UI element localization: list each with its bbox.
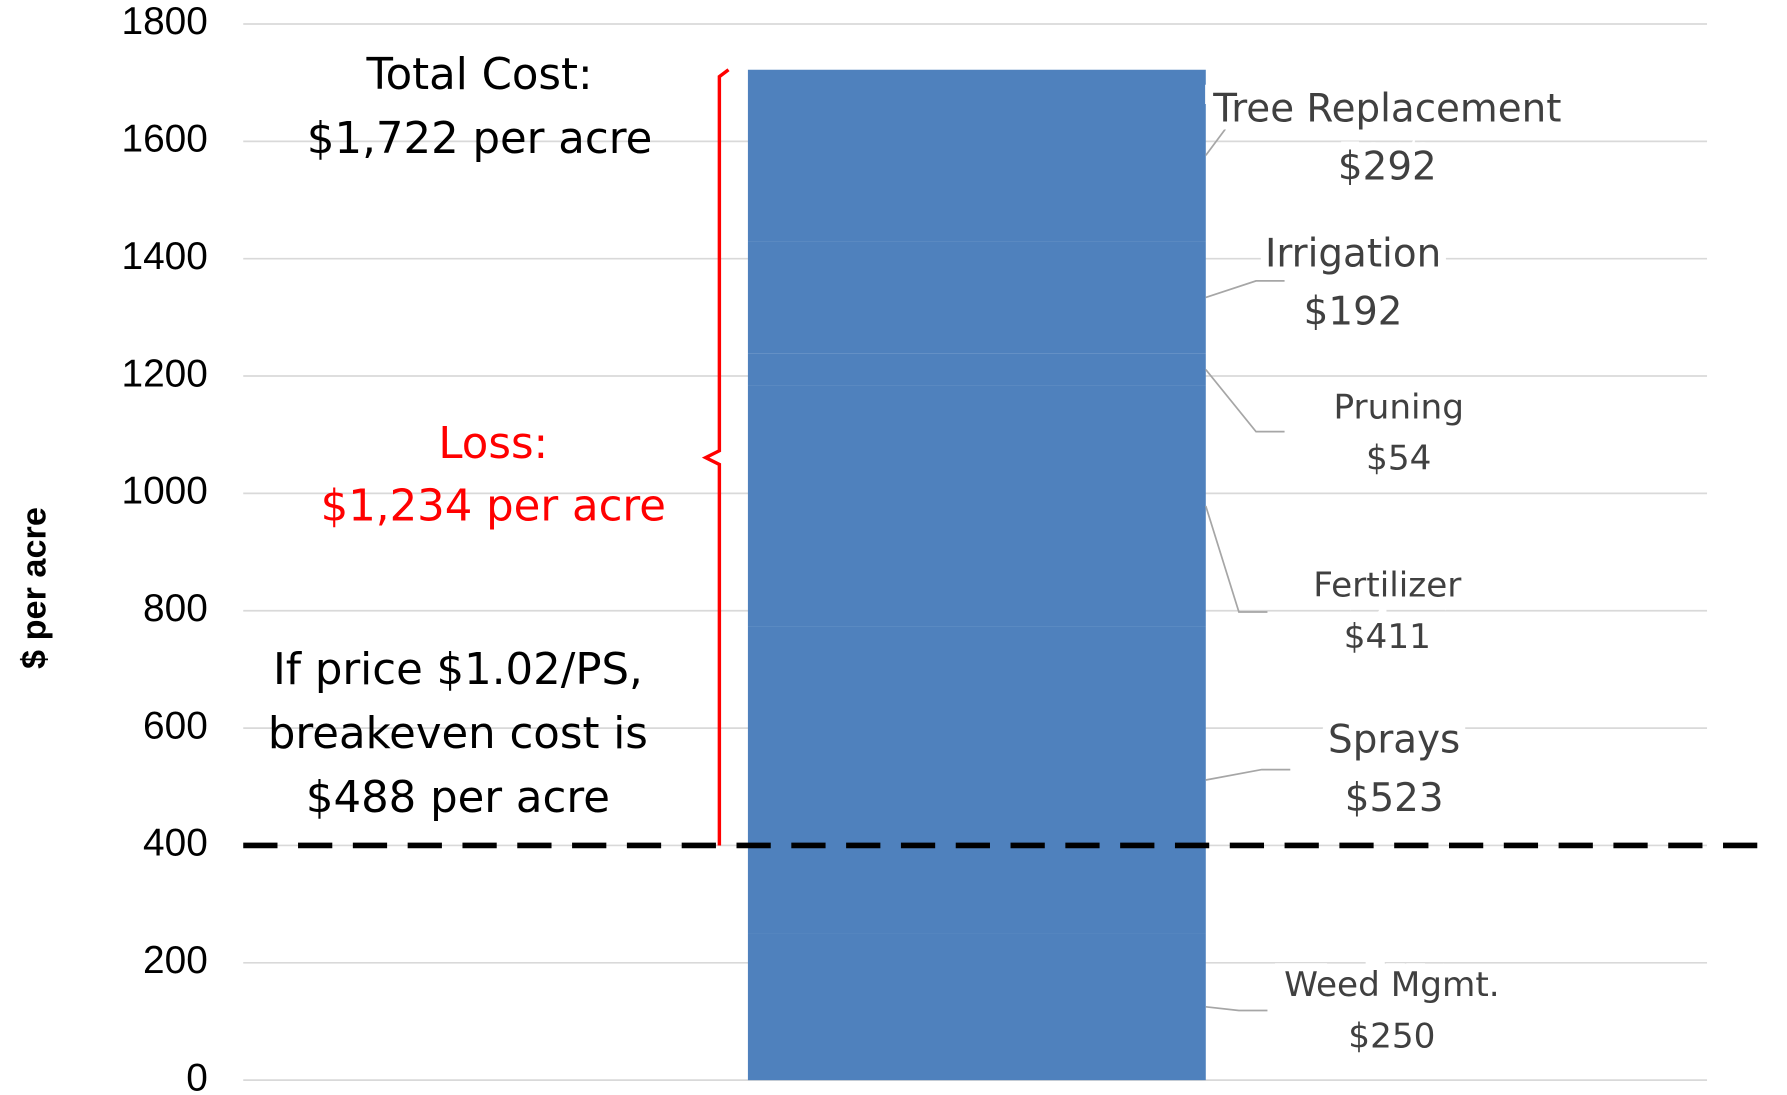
leader-line — [1205, 109, 1268, 156]
data-label-name: Pruning — [1333, 387, 1464, 427]
y-tick-label: 0 — [186, 1056, 208, 1095]
bar-segment — [747, 626, 1206, 934]
leader-line — [1204, 505, 1268, 613]
loss-bracket — [701, 68, 730, 846]
annotation: $488 per acre — [306, 773, 610, 823]
data-label-value: $192 — [1304, 289, 1403, 334]
data-label-name: Tree Replacement — [1212, 86, 1561, 131]
y-tick-label: 1000 — [121, 470, 207, 513]
annotation: $1,722 per acre — [307, 114, 652, 164]
annotation: Loss: — [438, 419, 548, 469]
annotation: Total Cost: — [366, 50, 593, 100]
data-label-value: $523 — [1345, 776, 1444, 821]
annotation: breakeven cost is — [268, 709, 648, 759]
data-label-value: $292 — [1338, 144, 1437, 189]
bar-segment — [747, 933, 1206, 1081]
y-tick-label: 400 — [143, 822, 208, 865]
y-tick-label: 1200 — [121, 352, 207, 395]
y-tick-label: 1800 — [121, 0, 207, 43]
leader-line — [1205, 768, 1291, 781]
data-label-name: Fertilizer — [1313, 565, 1462, 605]
y-tick-label: 600 — [143, 704, 208, 747]
y-tick-label: 200 — [143, 939, 208, 982]
y-axis-title: $ per acre — [16, 507, 54, 669]
leader-line — [1205, 1005, 1268, 1012]
data-label-name: Weed Mgmt. — [1284, 965, 1500, 1005]
bar-segment — [747, 353, 1206, 386]
annotation: If price $1.02/PS, — [273, 645, 643, 695]
bar-segment — [747, 241, 1206, 354]
bar-segment — [747, 385, 1206, 627]
data-label-value: $250 — [1348, 1016, 1435, 1056]
y-tick-label: 1400 — [121, 235, 207, 278]
bar-segment — [747, 69, 1206, 242]
data-label-value: $411 — [1344, 617, 1431, 657]
leader-line — [1205, 280, 1285, 299]
data-label-name: Sprays — [1328, 718, 1460, 763]
data-label-value: $54 — [1366, 439, 1431, 479]
data-label-name: Irrigation — [1265, 231, 1441, 276]
y-tick-label: 800 — [143, 587, 208, 630]
leader-line — [1205, 369, 1285, 433]
y-tick-label: 1600 — [121, 118, 207, 161]
annotation: $1,234 per acre — [321, 482, 666, 532]
